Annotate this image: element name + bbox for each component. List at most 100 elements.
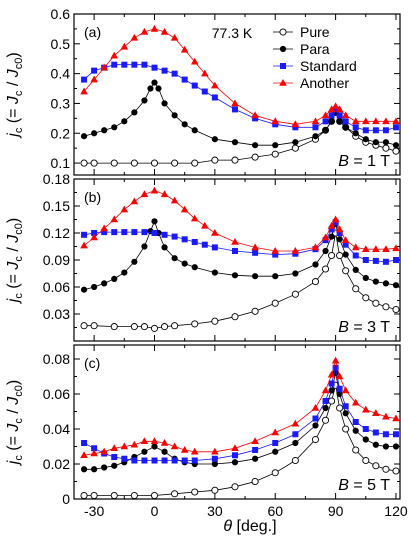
- standard-point: [392, 257, 399, 263]
- y-axis-label-part: j: [5, 460, 22, 466]
- para-point: [101, 280, 108, 287]
- legend-label-para: Para: [300, 41, 330, 57]
- another-point: [335, 372, 344, 380]
- another-point: [190, 447, 199, 455]
- para-point: [352, 427, 359, 434]
- pure-point: [110, 491, 118, 500]
- another-point: [341, 111, 350, 119]
- field-label: B = 3 T: [338, 319, 390, 336]
- another-point: [211, 229, 219, 236]
- another-point: [100, 224, 108, 232]
- pure-point: [352, 285, 360, 293]
- y-axis-label: jc (= Jc / Jc0): [5, 218, 25, 304]
- standard-point: [141, 457, 148, 464]
- another-point: [341, 386, 350, 394]
- para-point: [155, 85, 162, 92]
- another-point: [80, 451, 88, 459]
- standard-point: [328, 112, 335, 119]
- para-point: [211, 460, 218, 468]
- pure-point: [161, 323, 169, 331]
- pure-point: [251, 477, 259, 486]
- panel-label: (b): [84, 189, 101, 205]
- para-point: [91, 283, 98, 291]
- another-point: [271, 428, 280, 436]
- standard-point: [372, 127, 379, 134]
- another-point: [331, 215, 340, 223]
- another-point: [90, 449, 98, 457]
- y-axis-label-part: c: [13, 455, 25, 461]
- pure-point: [291, 144, 299, 152]
- y-tick-label: 0.5: [51, 36, 71, 52]
- standard-point: [151, 64, 158, 71]
- another-point: [279, 79, 287, 86]
- another-point: [140, 190, 149, 198]
- another-point: [170, 442, 179, 450]
- standard-point: [131, 61, 138, 68]
- para-point: [382, 280, 390, 287]
- x-tick-label: 30: [207, 503, 223, 519]
- para-point: [211, 269, 218, 276]
- field-label: B = 1 T: [338, 153, 390, 170]
- series-line-para: [84, 372, 396, 470]
- pure-point: [191, 159, 199, 167]
- para-point: [312, 261, 319, 268]
- field-symbol: B: [338, 319, 349, 336]
- y-tick-label: 0.2: [51, 125, 71, 141]
- y-axis-label-part: J: [5, 261, 22, 271]
- another-point: [140, 437, 149, 445]
- para-point: [101, 127, 108, 134]
- pure-point: [130, 323, 138, 331]
- standard-point: [121, 455, 128, 462]
- y-axis-label-part: c0: [13, 58, 25, 70]
- standard-point: [211, 244, 218, 251]
- another-point: [372, 117, 380, 125]
- field-symbol: B: [338, 477, 349, 494]
- para-point: [231, 459, 239, 466]
- another-point: [130, 197, 139, 205]
- standard-point: [362, 127, 369, 134]
- another-point: [271, 117, 280, 125]
- pure-point: [150, 159, 159, 167]
- y-tick-label: 0.3: [51, 95, 71, 111]
- para-point: [181, 260, 188, 267]
- another-point: [291, 120, 300, 128]
- another-point: [321, 111, 330, 119]
- series-para: [80, 369, 400, 473]
- para-point: [151, 443, 158, 450]
- para-point: [252, 273, 259, 280]
- pure-point: [251, 307, 259, 315]
- y-axis-label-part: ): [5, 380, 22, 385]
- y-axis-label-part: /: [5, 77, 22, 90]
- another-point: [231, 444, 239, 452]
- standard-point: [336, 385, 343, 392]
- para-point: [191, 127, 198, 134]
- para-point: [161, 244, 168, 251]
- standard-point: [352, 124, 359, 131]
- para-point: [231, 139, 239, 146]
- chart-panel-b: 0.03 0.06 0.09 0.12 0.15 0.18 (b) B = 3 T jc (= …: [5, 171, 401, 342]
- pure-point: [150, 324, 159, 332]
- standard-point: [272, 251, 279, 258]
- series-pure: [80, 229, 400, 332]
- standard-point: [191, 239, 198, 245]
- para-point: [151, 79, 158, 86]
- standard-point: [181, 457, 188, 464]
- standard-point: [171, 70, 178, 77]
- pure-point: [211, 156, 219, 164]
- series-another: [80, 24, 400, 128]
- another-point: [180, 446, 189, 453]
- standard-point: [312, 415, 319, 422]
- para-point: [121, 118, 128, 125]
- para-point: [336, 118, 343, 125]
- standard-point: [111, 454, 118, 460]
- pure-point: [211, 486, 219, 494]
- another-point: [170, 33, 179, 41]
- pure-point: [231, 483, 239, 491]
- standard-point: [131, 457, 138, 464]
- pure-point: [80, 322, 88, 330]
- y-tick-label: 0: [62, 491, 70, 507]
- another-point: [311, 117, 320, 125]
- x-axis-symbol: θ: [223, 518, 232, 535]
- another-point: [382, 412, 390, 420]
- another-point: [100, 63, 108, 71]
